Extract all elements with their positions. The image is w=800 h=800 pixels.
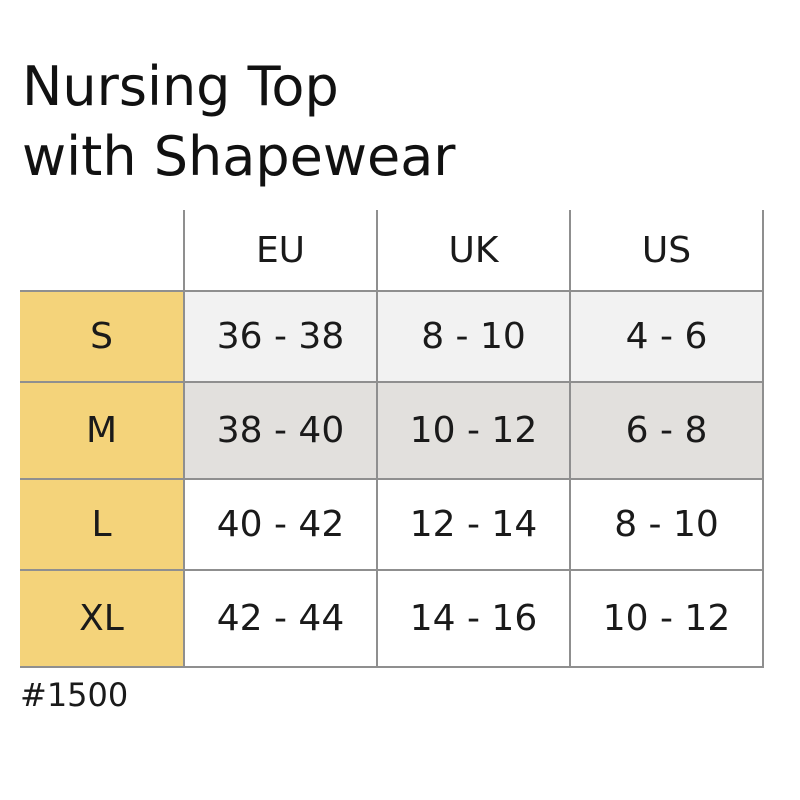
size-label-cell: M [20,381,184,479]
size-label-cell: S [20,290,184,382]
table-row: M 38 - 40 10 - 12 6 - 8 [20,381,764,479]
table-row: L 40 - 42 12 - 14 8 - 10 [20,478,764,570]
us-size-cell: 4 - 6 [569,290,764,382]
eu-size-cell: 42 - 44 [183,569,377,668]
product-code: #1500 [20,676,129,714]
size-chart-table: EU UK US S 36 - 38 8 - 10 4 - 6 M 38 - 4… [20,210,764,668]
column-header-uk: UK [376,210,570,291]
uk-size-cell: 14 - 16 [376,569,570,668]
title-line-2: with Shapewear [22,125,456,188]
table-corner-cell [20,210,184,291]
title-line-1: Nursing Top [22,55,339,118]
size-label-cell: L [20,478,184,570]
eu-size-cell: 36 - 38 [183,290,377,382]
eu-size-cell: 38 - 40 [183,381,377,479]
us-size-cell: 6 - 8 [569,381,764,479]
table-row: S 36 - 38 8 - 10 4 - 6 [20,290,764,382]
uk-size-cell: 12 - 14 [376,478,570,570]
us-size-cell: 10 - 12 [569,569,764,668]
uk-size-cell: 8 - 10 [376,290,570,382]
eu-size-cell: 40 - 42 [183,478,377,570]
size-label-cell: XL [20,569,184,668]
page-title: Nursing Top with Shapewear [22,52,456,192]
column-header-us: US [569,210,764,291]
uk-size-cell: 10 - 12 [376,381,570,479]
column-header-eu: EU [183,210,377,291]
table-row: XL 42 - 44 14 - 16 10 - 12 [20,569,764,668]
table-header-row: EU UK US [20,210,764,291]
us-size-cell: 8 - 10 [569,478,764,570]
